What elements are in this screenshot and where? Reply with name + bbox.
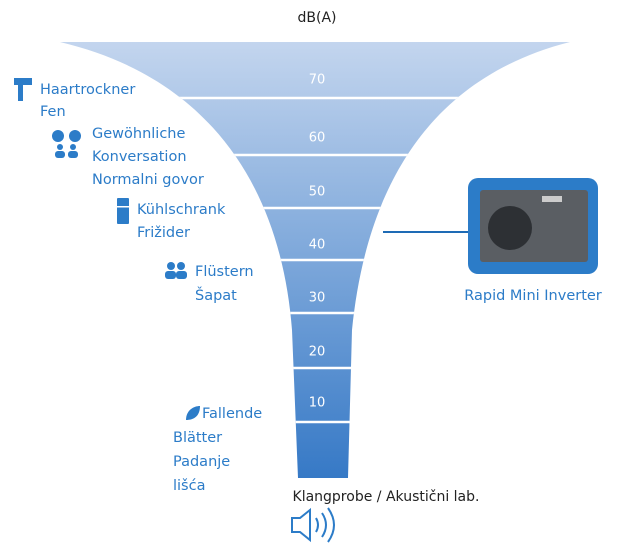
level-label: 50	[309, 185, 326, 200]
level-label: 60	[309, 131, 326, 146]
level-label: 10	[309, 396, 326, 411]
product-fan	[488, 206, 532, 250]
sound-sample: Klangprobe / Akustični lab.	[293, 489, 480, 505]
source-label: Gewöhnliche	[92, 126, 185, 142]
source-label: Frižider	[137, 225, 190, 241]
product-logo	[542, 196, 562, 202]
source-label: Flüstern	[195, 264, 254, 280]
source-label: Kühlschrank	[137, 202, 226, 218]
source-label: Padanje	[173, 454, 230, 470]
source-label: Fallende	[202, 406, 262, 422]
infographic: dB(A) 70 60 50 40 30 20 10 Haartrockner Fen Gewö…	[0, 0, 630, 546]
product-name: Rapid Mini Inverter	[464, 288, 602, 304]
source-label: Konversation	[92, 149, 187, 165]
level-label: 30	[309, 291, 326, 306]
speaker-icon	[292, 508, 334, 542]
level-label: 40	[309, 238, 326, 253]
title: dB(A)	[298, 10, 337, 26]
source-label: Šapat	[195, 286, 237, 304]
source-label: lišća	[173, 478, 205, 494]
source-label: Haartrockner	[40, 82, 135, 98]
source-label: Normalni govor	[92, 172, 204, 188]
level-label: 20	[309, 345, 326, 360]
level-label: 70	[309, 73, 326, 88]
source-label: Fen	[40, 104, 66, 120]
source-label: Blätter	[173, 430, 222, 446]
